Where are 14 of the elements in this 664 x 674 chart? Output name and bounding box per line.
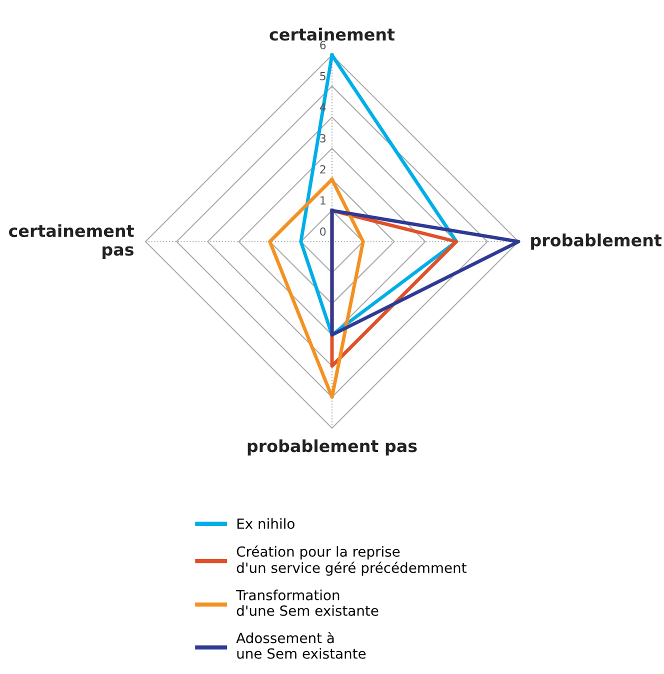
legend-label: Ex nihilo	[237, 518, 294, 529]
y-tick-label: 0	[320, 227, 326, 236]
y-tick-label: 3	[320, 134, 326, 142]
legend-label: Adossement à une Sem existante	[236, 632, 366, 659]
y-tick-label: 2	[320, 165, 326, 174]
spoke-label: probablement	[531, 234, 662, 250]
spoke-label: certainement pas	[9, 224, 134, 260]
y-tick-label: 6	[320, 40, 326, 50]
y-tick-label: 5	[320, 72, 326, 80]
legend-label: Création pour la reprise d'un service géré précédemment	[236, 546, 466, 576]
legend-label: Transformation d'une Sem existante	[236, 590, 378, 616]
spoke-label: probablement pas	[248, 439, 417, 456]
y-tick-label: 1	[320, 196, 326, 204]
spoke-label: certainement	[270, 28, 395, 41]
